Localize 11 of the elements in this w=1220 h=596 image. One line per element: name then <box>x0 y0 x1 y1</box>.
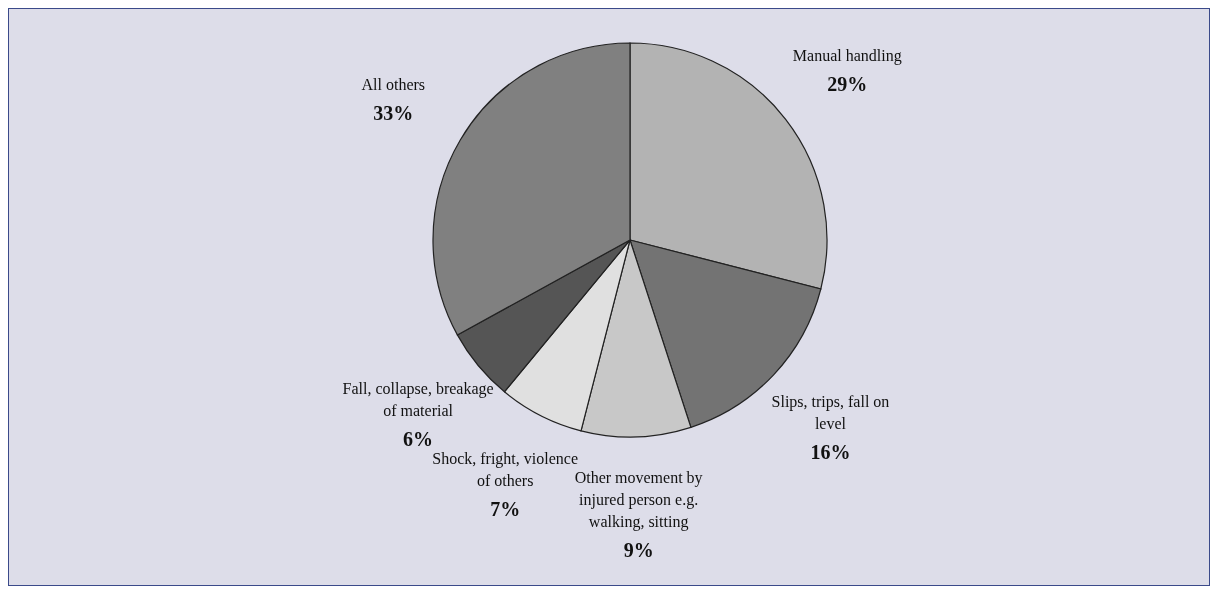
data-label: 6% <box>403 428 434 451</box>
slice-label: Slips, trips, fall on level <box>771 393 890 433</box>
data-label: 7% <box>490 498 521 521</box>
data-label: 16% <box>810 441 851 464</box>
slice-label: Other movement by injured person e.g. walking, sitting <box>574 468 703 531</box>
data-label: 33% <box>373 102 414 125</box>
data-label: 9% <box>623 538 654 561</box>
slice-label: Manual handling <box>792 47 902 66</box>
data-label: 29% <box>827 73 868 96</box>
slice-label: All others <box>361 76 426 94</box>
slice-label: Fall, collapse, breakage of material <box>342 380 494 420</box>
